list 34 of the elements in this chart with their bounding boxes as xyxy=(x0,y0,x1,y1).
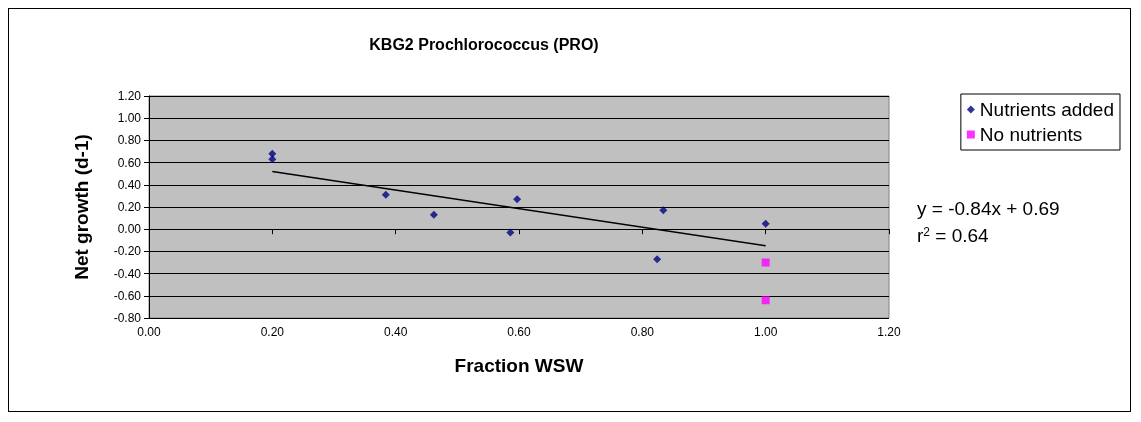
x-tick-label: 1.00 xyxy=(753,325,778,339)
legend-label: No nutrients xyxy=(979,124,1083,145)
x-tick-label: 0.20 xyxy=(260,325,285,339)
x-axis-title: Fraction WSW xyxy=(454,355,584,376)
legend-label: Nutrients added xyxy=(979,99,1115,120)
point xyxy=(268,155,277,164)
y-tick-label: -0.40 xyxy=(113,266,142,281)
text: y = -0.84x + 0.69 xyxy=(917,198,1060,219)
y-tick-label: 1.00 xyxy=(117,111,142,126)
y-tick-label: -0.60 xyxy=(113,288,142,303)
point xyxy=(659,206,668,215)
point xyxy=(761,296,770,305)
point xyxy=(761,258,770,267)
point xyxy=(513,195,522,204)
x-tick-label: 0.40 xyxy=(383,325,408,339)
point xyxy=(653,255,662,264)
y-tick-label: 0.00 xyxy=(117,222,142,237)
y-tick-label: -0.80 xyxy=(113,311,142,325)
chart-title: KBG2 Prochlorococcus (PRO) xyxy=(369,35,599,53)
x-tick-label: 0.00 xyxy=(137,325,161,339)
point xyxy=(506,228,515,237)
y-axis-title: Net growth (d-1) xyxy=(71,134,92,280)
x-tick-label: 1.20 xyxy=(877,325,901,339)
y-tick-label: -0.20 xyxy=(113,244,142,259)
y-tick-label: 0.40 xyxy=(117,177,142,192)
y-tick-label: 1.20 xyxy=(117,89,142,103)
point xyxy=(429,210,438,219)
x-tick-label: 0.60 xyxy=(507,325,531,339)
y-tick-label: 0.80 xyxy=(117,133,142,148)
y-tick-label: 0.60 xyxy=(117,155,142,170)
x-tick-label: 0.80 xyxy=(630,325,655,339)
point xyxy=(381,190,390,199)
point xyxy=(761,219,770,228)
y-tick-label: 0.20 xyxy=(117,200,142,214)
